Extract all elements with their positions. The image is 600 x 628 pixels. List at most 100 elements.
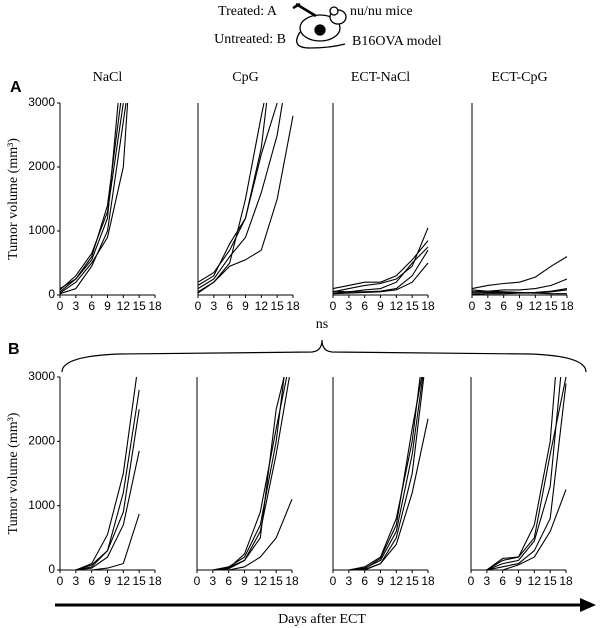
growth-curve xyxy=(59,102,119,290)
y-tick-label: 0 xyxy=(48,287,55,301)
y-tick-label: 2000 xyxy=(28,434,55,448)
x-tick-label: 3 xyxy=(210,299,217,313)
x-tick-label: 9 xyxy=(515,574,522,588)
x-tick-label: 6 xyxy=(88,299,95,313)
growth-curve xyxy=(486,376,567,571)
x-tick-label: 3 xyxy=(484,299,491,313)
x-tick-label: 15 xyxy=(269,574,283,588)
growth-curve xyxy=(348,376,423,571)
x-tick-label: 0 xyxy=(330,574,337,588)
y-tick-label: 2000 xyxy=(28,159,55,173)
x-tick-label: 0 xyxy=(469,299,476,313)
mice-label: nu/nu mice xyxy=(350,4,413,19)
x-tick-label: 6 xyxy=(361,574,368,588)
y-tick-label: 3000 xyxy=(28,369,55,383)
x-tick-label: 0 xyxy=(194,574,201,588)
x-tick-label: 0 xyxy=(468,574,475,588)
x-tick-label: 15 xyxy=(405,299,419,313)
panel-label: A xyxy=(10,79,22,96)
x-tick-label: 9 xyxy=(377,574,384,588)
panel-title: ECT-CpG xyxy=(491,70,547,85)
panel-title: NaCl xyxy=(93,70,123,85)
x-tick-label: 9 xyxy=(377,299,384,313)
x-tick-label: 0 xyxy=(57,299,64,313)
x-tick-label: 15 xyxy=(270,299,284,313)
x-tick-label: 12 xyxy=(255,299,269,313)
x-tick-label: 12 xyxy=(117,574,131,588)
growth-curve xyxy=(471,256,568,290)
x-tick-label: 3 xyxy=(72,299,79,313)
growth-curve xyxy=(486,489,567,571)
x-tick-label: 12 xyxy=(254,574,268,588)
model-label: B16OVA model xyxy=(352,34,442,49)
x-tick-label: 15 xyxy=(132,299,146,313)
x-tick-label: 18 xyxy=(421,574,435,588)
y-tick-label: 1000 xyxy=(28,498,55,512)
x-tick-label: 6 xyxy=(225,574,232,588)
growth-curve xyxy=(75,513,140,571)
y-tick-label: 3000 xyxy=(28,95,55,109)
growth-curve xyxy=(75,450,140,571)
x-tick-label: 18 xyxy=(148,574,162,588)
mouse-icon xyxy=(292,2,347,49)
x-tick-label: 12 xyxy=(529,299,543,313)
growth-curve xyxy=(332,227,429,293)
panel-label: B xyxy=(8,341,20,358)
x-tick-label: 18 xyxy=(285,574,299,588)
x-tick-label: 12 xyxy=(390,299,404,313)
growth-curve xyxy=(197,102,283,290)
y-axis-label: Tumor volume (mm³) xyxy=(6,412,21,534)
x-axis-label: Days after ECT xyxy=(278,612,366,627)
untreated-label: Untreated: B xyxy=(214,32,286,47)
growth-curve xyxy=(348,376,424,571)
x-tick-label: 18 xyxy=(286,299,300,313)
x-tick-label: 3 xyxy=(209,574,216,588)
growth-curve xyxy=(332,262,429,295)
x-tick-label: 6 xyxy=(88,574,95,588)
growth-curve xyxy=(75,376,138,571)
growth-curve xyxy=(486,383,567,571)
growth-curve xyxy=(348,376,425,571)
growth-curve xyxy=(348,376,421,571)
growth-curve xyxy=(59,102,124,291)
x-tick-label: 0 xyxy=(57,574,64,588)
growth-curve xyxy=(486,376,562,571)
x-tick-label: 3 xyxy=(72,574,79,588)
x-tick-label: 0 xyxy=(195,299,202,313)
growth-curve xyxy=(59,102,122,293)
growth-curve xyxy=(59,102,129,294)
x-tick-label: 18 xyxy=(559,574,573,588)
growth-curve xyxy=(75,409,140,571)
y-axis-label: Tumor volume (mm³) xyxy=(6,138,21,260)
growth-curve xyxy=(486,376,556,571)
x-tick-label: 12 xyxy=(390,574,404,588)
x-tick-label: 18 xyxy=(421,299,435,313)
x-tick-label: 9 xyxy=(516,299,523,313)
x-tick-label: 9 xyxy=(241,574,248,588)
y-tick-label: 1000 xyxy=(28,223,55,237)
y-tick-label: 0 xyxy=(48,562,55,576)
growth-curve xyxy=(212,498,293,571)
x-tick-label: 9 xyxy=(104,574,111,588)
x-tick-label: 3 xyxy=(345,299,352,313)
growth-curve xyxy=(197,115,294,293)
growth-curve xyxy=(197,102,268,283)
growth-curve xyxy=(197,102,265,294)
x-tick-label: 9 xyxy=(242,299,249,313)
x-tick-label: 6 xyxy=(499,574,506,588)
treated-label: Treated: A xyxy=(218,4,278,19)
growth-curve xyxy=(212,376,285,571)
significance-label: ns xyxy=(316,317,328,332)
panel-title: CpG xyxy=(232,70,258,85)
x-tick-label: 18 xyxy=(148,299,162,313)
growth-curve xyxy=(59,102,127,295)
time-arrow-head xyxy=(580,598,596,612)
growth-curve xyxy=(332,249,429,293)
x-tick-label: 15 xyxy=(543,574,557,588)
growth-curve xyxy=(197,102,278,286)
x-tick-label: 6 xyxy=(500,299,507,313)
x-tick-label: 3 xyxy=(483,574,490,588)
panel-title: ECT-NaCl xyxy=(351,70,410,85)
x-tick-label: 6 xyxy=(226,299,233,313)
